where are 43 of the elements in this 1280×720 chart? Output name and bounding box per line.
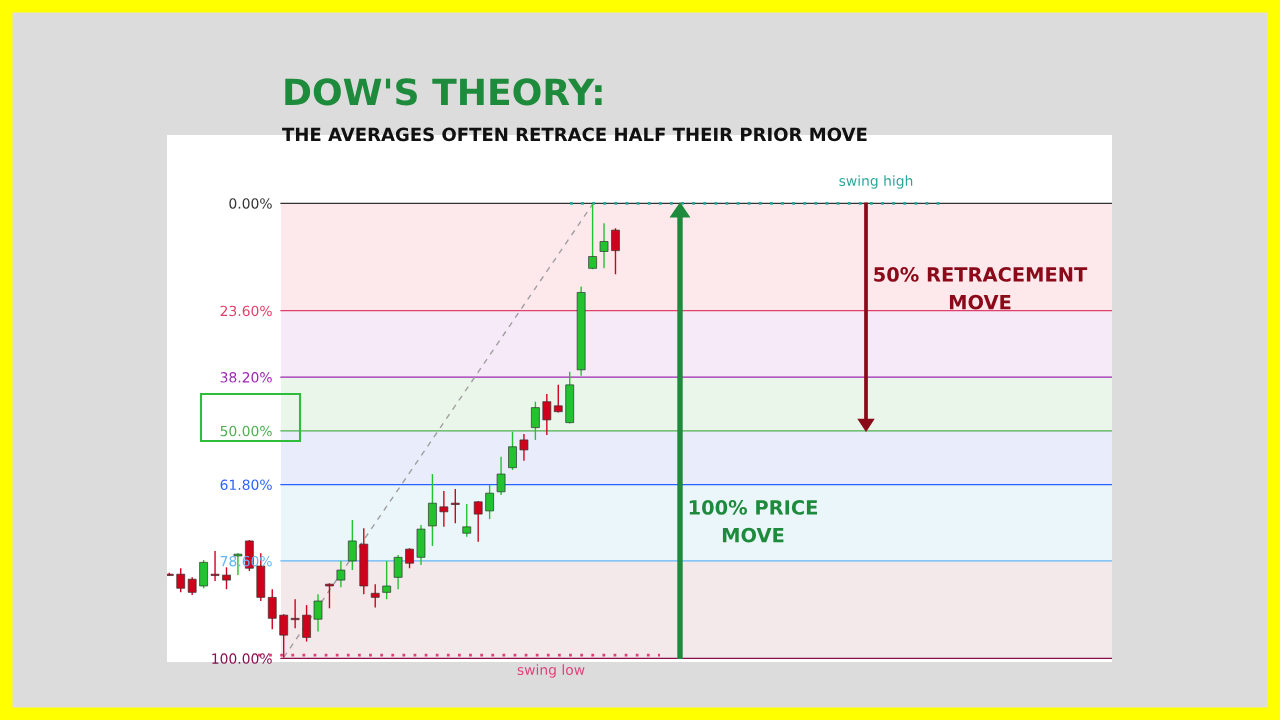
candlestick — [439, 490, 449, 528]
candlestick — [325, 582, 334, 609]
candlestick — [393, 554, 403, 590]
candlestick — [199, 559, 208, 589]
candlestick — [450, 488, 460, 524]
text: 50% RETRACEMENT MOVE — [874, 267, 1088, 310]
candlestick — [222, 566, 231, 590]
candlestick — [428, 473, 437, 547]
text: 100% PRICE MOVE — [689, 500, 817, 543]
candlestick — [599, 222, 609, 270]
ref-line-label: swing high — [839, 175, 913, 189]
candlestick — [611, 227, 620, 275]
candlestick — [382, 560, 392, 600]
candlestick — [553, 384, 563, 414]
chart-title: DOW'S THEORY: — [285, 78, 602, 106]
candlestick — [508, 431, 517, 471]
candlestick — [542, 393, 552, 436]
ref-line-label: swing low — [517, 664, 585, 678]
candlestick — [588, 203, 597, 270]
candlestick — [496, 456, 506, 496]
candlestick — [313, 593, 323, 633]
candlestick — [473, 500, 483, 543]
y-tick-label: 61.80% — [220, 479, 272, 490]
candlestick — [176, 567, 186, 594]
candlestick — [302, 604, 311, 643]
candlestick — [336, 560, 346, 589]
candlestick — [519, 433, 529, 462]
candlestick — [531, 400, 540, 441]
y-tick-label: 50.00% — [220, 425, 272, 437]
candlestick — [279, 613, 289, 659]
candlestick — [290, 598, 300, 630]
y-tick-label: 0.00% — [229, 198, 272, 209]
y-tick-label: 23.60% — [220, 305, 272, 317]
candlestick — [405, 547, 414, 569]
chart-subtitle: THE AVERAGES OFTEN RETRACE HALF THEIR PRIOR MOVE — [282, 127, 867, 142]
candlestick — [347, 519, 357, 571]
candlestick — [267, 588, 277, 630]
candlestick — [462, 503, 472, 538]
y-tick-label: 100.00% — [212, 653, 272, 664]
candlestick — [370, 583, 380, 609]
candlestick — [485, 484, 494, 520]
y-tick-label: 38.20% — [220, 372, 272, 383]
candlestick — [210, 550, 220, 582]
